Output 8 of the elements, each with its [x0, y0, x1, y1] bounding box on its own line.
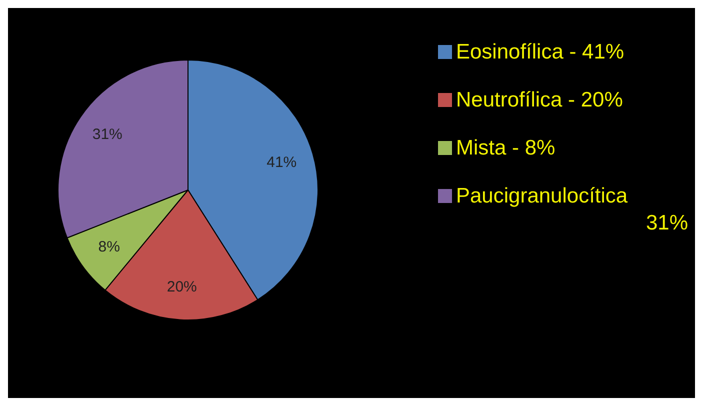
legend-label: Paucigranulocítica 31% [456, 184, 688, 235]
data-label: 20% [166, 278, 197, 296]
legend-label: Neutrofílica - 20% [456, 88, 623, 112]
legend-label: Eosinofílica - 41% [456, 40, 624, 64]
data-label: 31% [92, 126, 122, 144]
data-label: 41% [266, 154, 297, 171]
legend-label: Mista - 8% [456, 136, 556, 160]
data-label: 8% [98, 238, 120, 256]
